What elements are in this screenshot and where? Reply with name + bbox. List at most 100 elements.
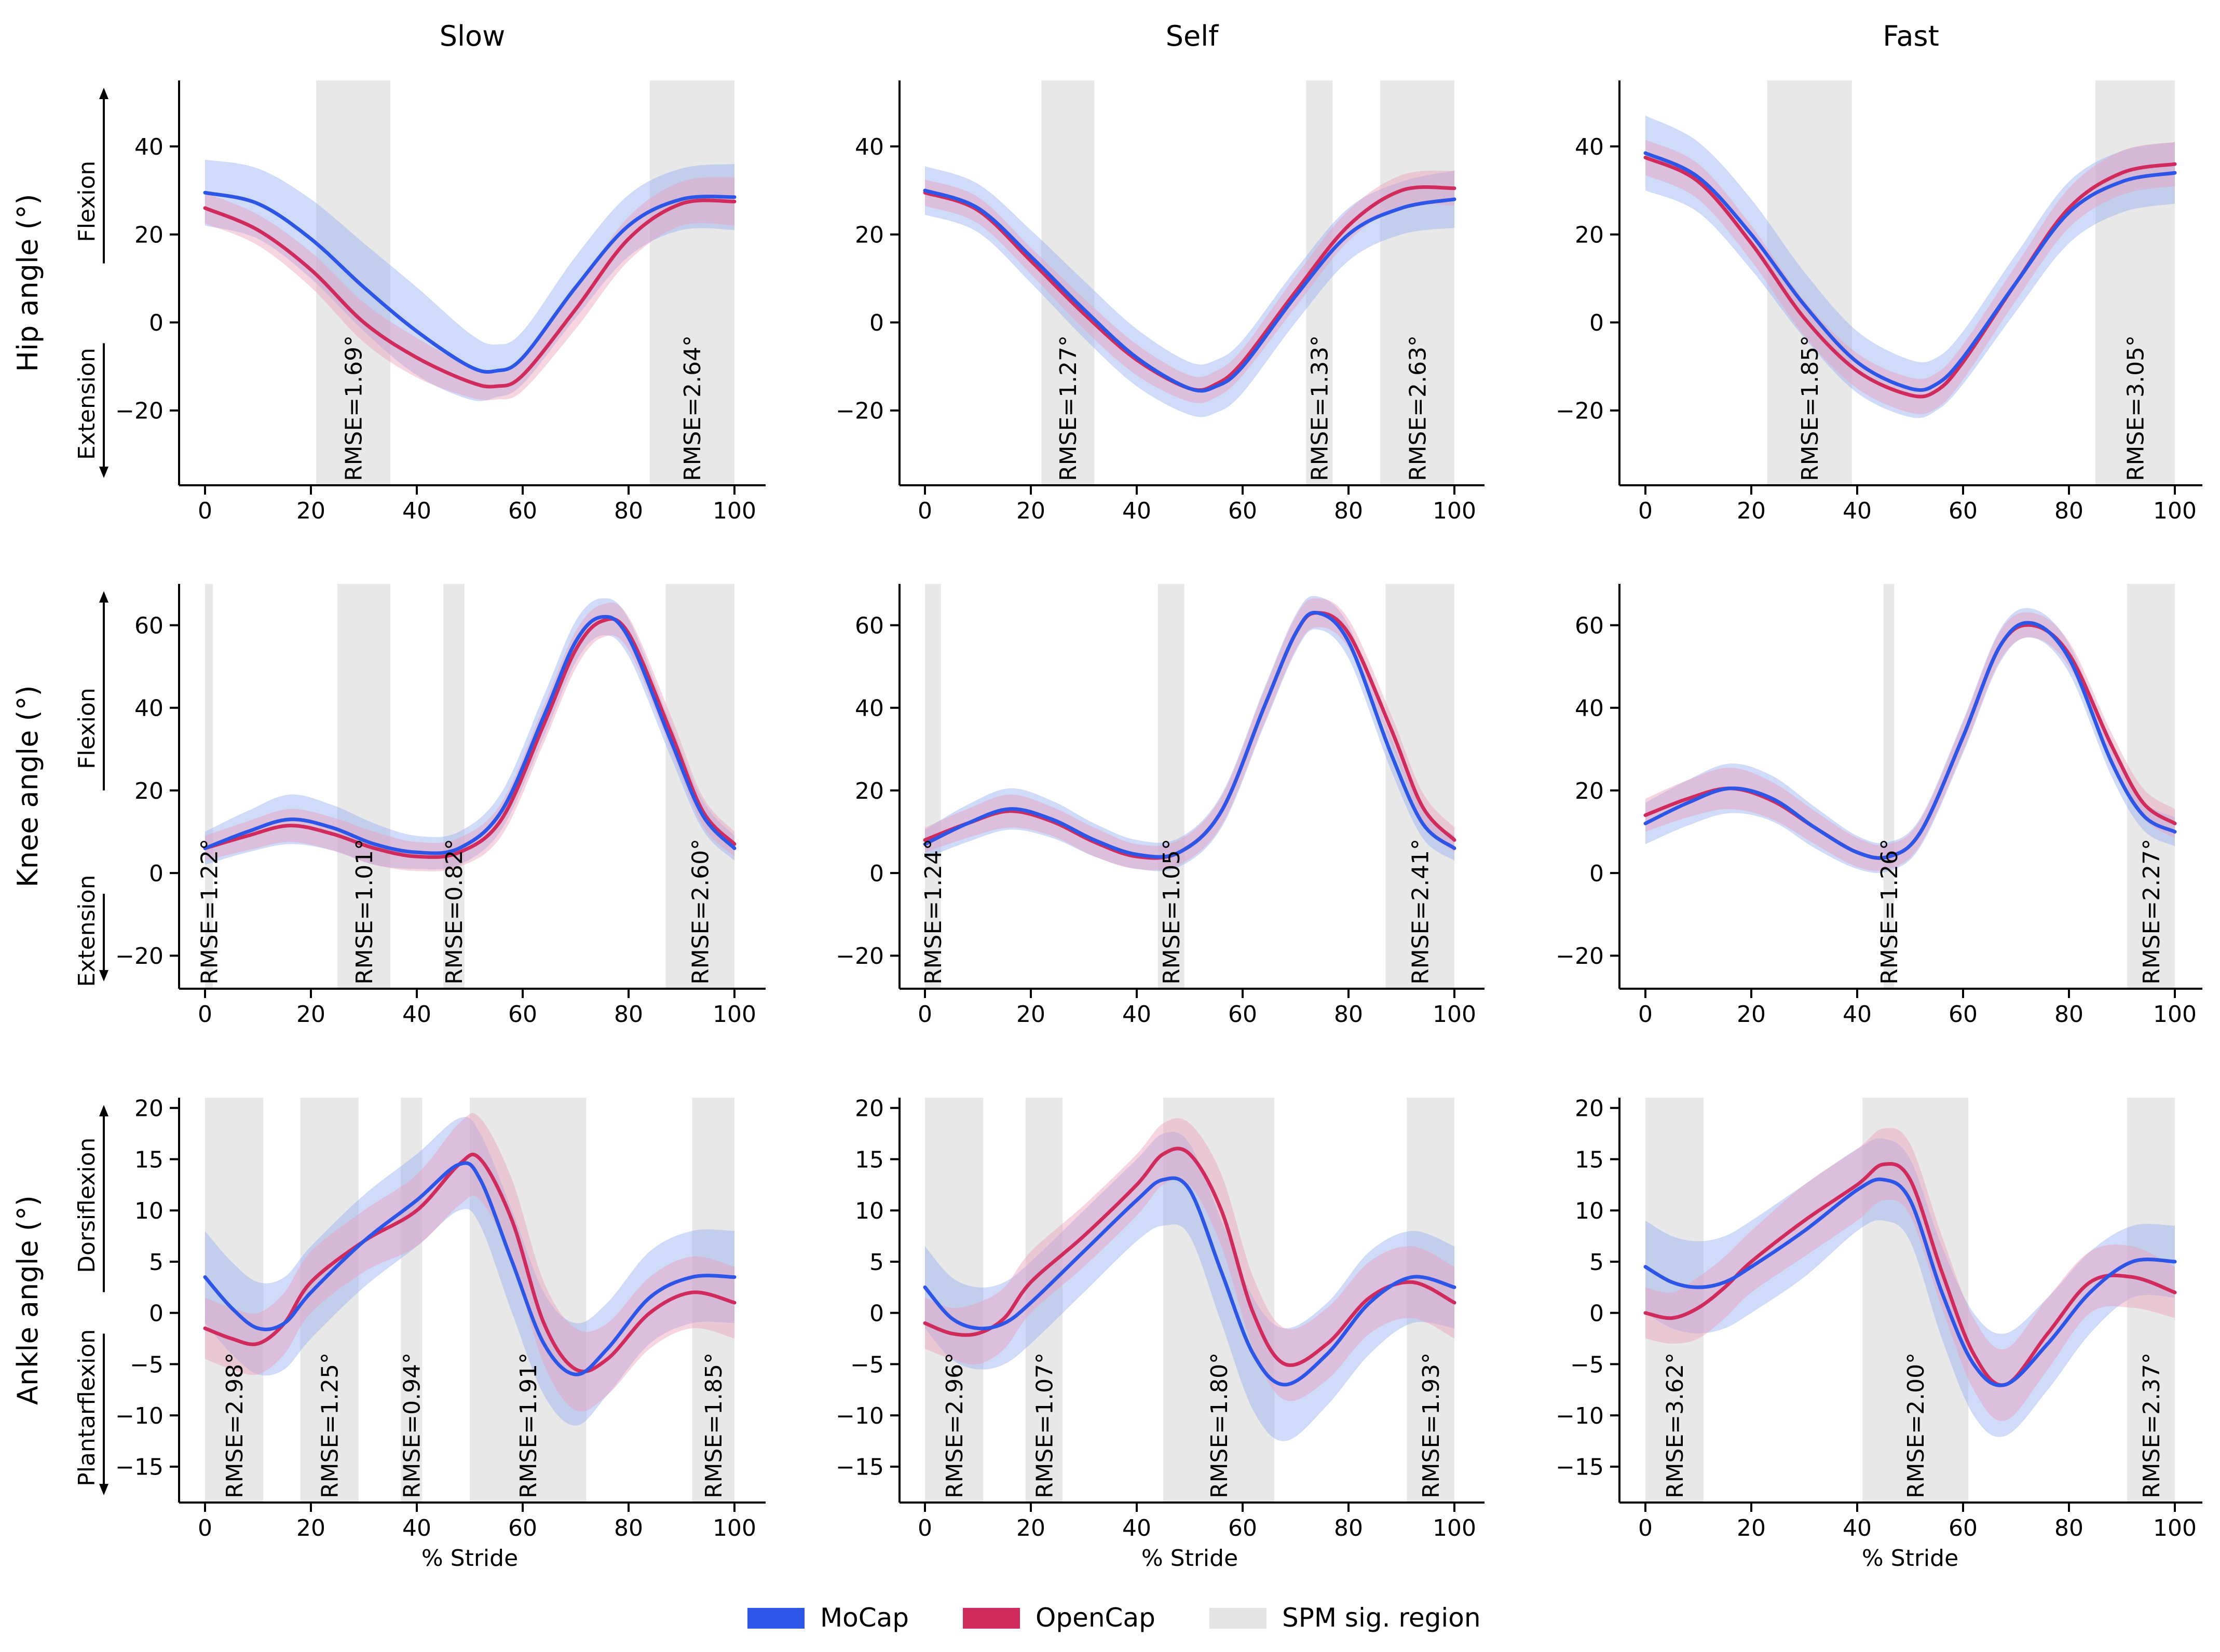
x-tick-label: 40 [1122, 1001, 1151, 1028]
spm-region [316, 80, 390, 485]
rmse-label: RMSE=1.25° [317, 1353, 344, 1498]
y-tick-label: −15 [836, 1454, 884, 1481]
x-tick-label: 80 [614, 498, 643, 524]
arrow-down-icon [99, 1484, 108, 1495]
y-tick-label: −15 [115, 1454, 164, 1481]
opencap-line [1643, 155, 2177, 399]
spm-region [1385, 584, 1454, 989]
y-tick-label: 40 [855, 134, 884, 160]
y-tick-label: 5 [149, 1249, 164, 1276]
spm-region [2127, 584, 2175, 989]
rmse-label: RMSE=1.33° [1307, 335, 1333, 481]
y-tick-label: 60 [855, 612, 884, 639]
y-tick-label: −20 [836, 398, 884, 425]
rmse-label: RMSE=1.91° [515, 1353, 542, 1498]
rmse-label: RMSE=3.05° [2122, 335, 2149, 481]
x-tick-label: 40 [402, 498, 431, 524]
legend-item-spm-sig-region: SPM sig. region [1209, 1603, 1481, 1633]
x-tick-label: 100 [1433, 498, 1476, 524]
opencap-sd-band [205, 1113, 734, 1412]
spm-region [337, 584, 390, 989]
row-ylabel-hip: Hip angle (°) [11, 194, 44, 372]
mocap-sd-band [925, 1131, 1454, 1441]
y-tick-label: −10 [836, 1403, 884, 1429]
x-tick-label: 0 [1638, 1515, 1653, 1541]
y-tick-label: −20 [115, 943, 164, 970]
y-tick-label: 0 [869, 861, 884, 887]
x-tick-label: 60 [1949, 1001, 1978, 1028]
x-tick-label: 0 [198, 1515, 212, 1541]
y-tick-label: 20 [855, 1096, 884, 1122]
spm-region [649, 80, 734, 485]
panel-hip-fast: RMSE=1.85° RMSE=3.05° −20 0 20 40 0 20 40 60 80 100 [1556, 80, 2202, 524]
x-tick-label: 80 [2054, 1001, 2083, 1028]
legend-swatch [747, 1608, 805, 1629]
panel-ankle-self: RMSE=2.96° RMSE=1.07° RMSE=1.80° RMSE=1.93°… [836, 1096, 1484, 1572]
mocap-line [203, 190, 737, 374]
mocap-line [923, 610, 1456, 859]
x-tick-label: 20 [1737, 498, 1766, 524]
rmse-label: RMSE=2.64° [679, 335, 706, 481]
x-tick-label: 80 [2054, 498, 2083, 524]
mocap-sd-band [205, 598, 734, 870]
panel-plot-area [203, 159, 737, 401]
direction-label-negative: Extension [74, 875, 100, 987]
rmse-label: RMSE=1.27° [1055, 335, 1082, 481]
legend-swatch [963, 1608, 1020, 1629]
rmse-label: RMSE=1.85° [701, 1353, 727, 1498]
direction-label-positive: Flexion [74, 161, 100, 242]
x-axis-label: % Stride [1862, 1545, 1958, 1572]
opencap-sd-band [925, 1118, 1454, 1401]
mocap-line [1643, 151, 2177, 392]
spm-region [1306, 80, 1333, 485]
x-tick-label: 60 [508, 1001, 537, 1028]
spm-region [443, 584, 465, 989]
y-tick-label: 20 [134, 778, 164, 804]
rmse-label: RMSE=1.01° [351, 839, 378, 985]
x-tick-label: 40 [1843, 1515, 1872, 1541]
y-tick-label: 60 [134, 612, 164, 639]
rmse-label: RMSE=1.80° [1206, 1353, 1233, 1498]
x-tick-label: 80 [1334, 498, 1363, 524]
mocap-line [923, 188, 1456, 393]
y-tick-label: −20 [836, 943, 884, 970]
y-tick-label: −10 [1556, 1403, 1604, 1429]
y-tick-label: −20 [1556, 398, 1604, 425]
legend-item-opencap: OpenCap [963, 1603, 1155, 1633]
opencap-sd-band [1645, 140, 2175, 415]
x-tick-label: 60 [1228, 1001, 1257, 1028]
mocap-sd-band [205, 1117, 734, 1426]
spm-region [1157, 584, 1184, 989]
mocap-line [203, 615, 737, 855]
panel-plot-area [923, 1118, 1456, 1441]
x-tick-label: 100 [713, 1001, 756, 1028]
direction-label-negative: Extension [74, 348, 100, 460]
direction-label-positive: Flexion [74, 688, 100, 769]
opencap-line [923, 1146, 1456, 1367]
rmse-label: RMSE=1.07° [1031, 1353, 1058, 1498]
y-tick-label: −5 [1570, 1351, 1604, 1378]
rmse-label: RMSE=1.69° [341, 335, 367, 481]
y-tick-label: −5 [130, 1351, 164, 1378]
x-tick-label: 20 [296, 1515, 325, 1541]
mocap-line [1643, 1177, 2177, 1387]
opencap-sd-band [925, 170, 1454, 403]
x-tick-label: 0 [1638, 498, 1653, 524]
x-tick-label: 0 [918, 1515, 932, 1541]
mocap-sd-band [1645, 115, 2175, 418]
y-tick-label: 0 [1589, 861, 1604, 887]
mocap-sd-band [925, 596, 1454, 871]
y-tick-label: −10 [115, 1403, 164, 1429]
y-tick-label: 0 [1589, 310, 1604, 336]
x-tick-label: 80 [614, 1001, 643, 1028]
opencap-sd-band [205, 602, 734, 871]
x-tick-label: 20 [1016, 1515, 1045, 1541]
rmse-label: RMSE=3.62° [1662, 1353, 1688, 1498]
y-tick-label: 20 [1575, 778, 1604, 804]
rmse-label: RMSE=2.60° [688, 839, 714, 985]
opencap-line [203, 198, 737, 389]
x-tick-label: 0 [198, 1001, 212, 1028]
y-tick-label: 20 [1575, 1096, 1604, 1122]
panel-plot-area [203, 598, 737, 871]
x-tick-label: 20 [1016, 498, 1045, 524]
